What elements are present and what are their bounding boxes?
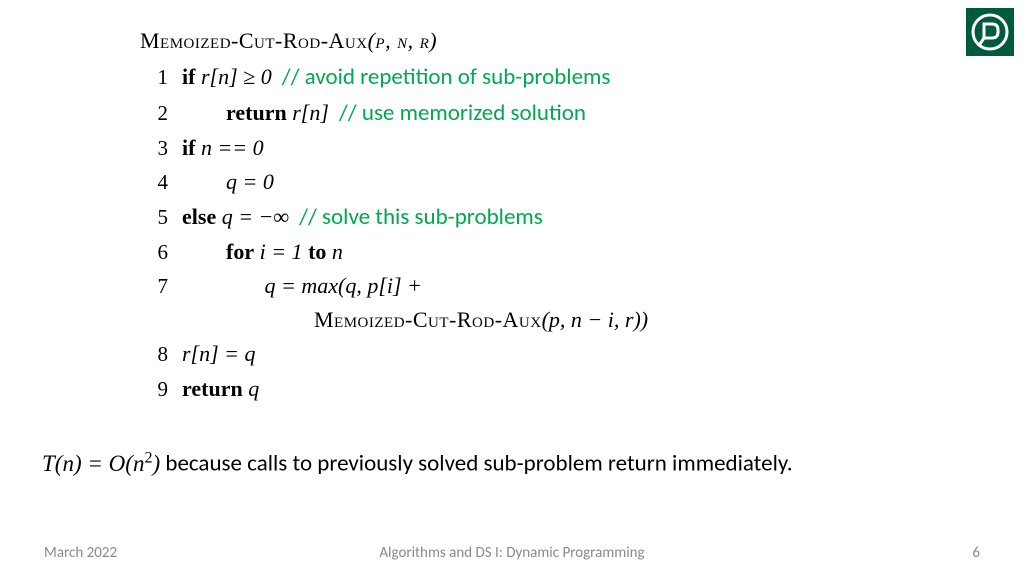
algorithm-pseudocode: Memoized-Cut-Rod-Aux(p, n, r) 1 if r[n] … — [140, 24, 648, 406]
code-line: 3 if n == 0 — [140, 131, 648, 165]
code-line: 6 for i = 1 to n — [140, 235, 648, 269]
explanation-tail: because calls to previously solved sub-p… — [160, 450, 792, 478]
line-number: 3 — [140, 132, 168, 165]
line-number: 1 — [140, 61, 168, 94]
algo-args: (p, n, r) — [368, 28, 437, 53]
code-comment: // avoid repetition of sub-problems — [282, 60, 611, 96]
line-number: 4 — [140, 166, 168, 199]
code-comment: // use memorized solution — [339, 96, 586, 132]
code-text: r[n] = q — [182, 337, 256, 371]
algo-name: Memoized-Cut-Rod-Aux — [140, 28, 368, 53]
code-text: if n == 0 — [182, 131, 264, 165]
explanation-text: T(n) = O(n2) because calls to previously… — [42, 448, 982, 480]
code-text: q = max(q, p[i] + — [182, 269, 422, 303]
code-line: 7 q = max(q, p[i] + — [140, 269, 648, 303]
code-comment: // solve this sub-problems — [299, 200, 543, 236]
code-line: 9 return q — [140, 372, 648, 406]
code-text: q = 0 — [182, 165, 274, 199]
code-text: return r[n] — [182, 96, 329, 130]
line-number: 9 — [140, 373, 168, 406]
code-line: 4 q = 0 — [140, 165, 648, 199]
code-line: 8 r[n] = q — [140, 337, 648, 371]
code-line: Memoized-Cut-Rod-Aux(p, n − i, r)) — [140, 303, 648, 337]
code-line: 2 return r[n] // use memorized solution — [140, 96, 648, 132]
line-number: 2 — [140, 97, 168, 130]
line-number: 6 — [140, 236, 168, 269]
algorithm-title: Memoized-Cut-Rod-Aux(p, n, r) — [140, 24, 648, 58]
complexity-formula: T(n) = O(n2) — [42, 451, 160, 476]
line-number: 7 — [140, 270, 168, 303]
code-text: for i = 1 to n — [182, 235, 343, 269]
footer-date: March 2022 — [44, 544, 117, 562]
code-text: else q = −∞ — [182, 200, 289, 234]
code-line: 5 else q = −∞ // solve this sub-problems — [140, 200, 648, 236]
footer-title: Algorithms and DS I: Dynamic Programming — [379, 544, 644, 562]
line-number: 8 — [140, 338, 168, 371]
code-text: return q — [182, 372, 259, 406]
slide-footer: March 2022 Algorithms and DS I: Dynamic … — [0, 544, 1024, 562]
institution-logo — [966, 8, 1014, 56]
footer-page-number: 6 — [972, 544, 980, 562]
code-text: if r[n] ≥ 0 — [182, 60, 272, 94]
code-line: 1 if r[n] ≥ 0 // avoid repetition of sub… — [140, 60, 648, 96]
code-text: Memoized-Cut-Rod-Aux(p, n − i, r)) — [182, 303, 648, 337]
line-number: 5 — [140, 201, 168, 234]
